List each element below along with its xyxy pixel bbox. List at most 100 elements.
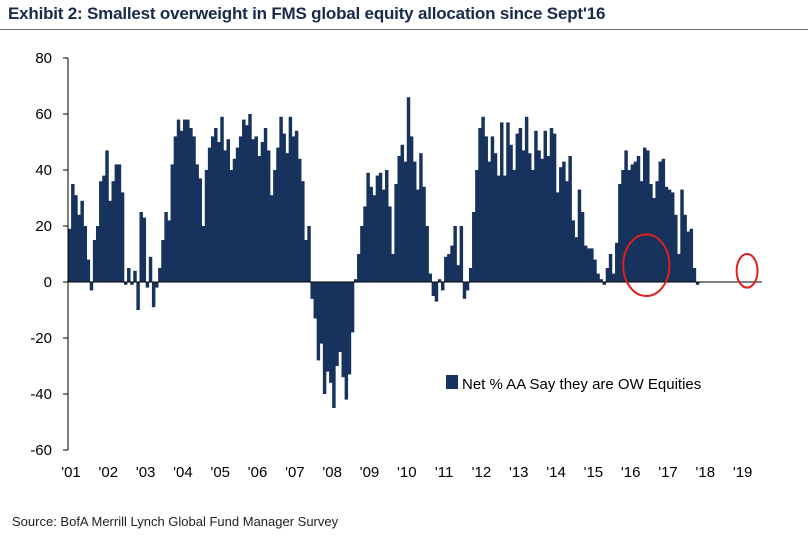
bar [335, 282, 339, 366]
bar [74, 195, 78, 282]
bar [319, 282, 324, 344]
bar [260, 142, 265, 282]
bar [270, 195, 274, 282]
bar [680, 189, 684, 282]
bar [397, 156, 401, 282]
x-tick-label: '02 [99, 464, 119, 481]
bar [68, 228, 72, 282]
bar [195, 164, 199, 282]
bar [509, 144, 513, 282]
bar [664, 186, 669, 282]
bar [602, 282, 607, 285]
bar [183, 119, 187, 282]
bar [375, 175, 380, 282]
y-tick-label: 0 [44, 274, 52, 291]
bar [120, 192, 125, 282]
bar [562, 161, 566, 282]
bar [77, 214, 81, 282]
chart-title: Exhibit 2: Smallest overweight in FMS gl… [8, 4, 606, 23]
x-tick-label: '10 [397, 464, 417, 481]
bar [537, 150, 541, 282]
x-tick-label: '14 [546, 464, 566, 481]
bar [639, 181, 644, 282]
bar [475, 170, 479, 282]
bar [316, 282, 321, 361]
bar [304, 240, 308, 282]
bar [381, 189, 386, 282]
bar [574, 237, 579, 282]
highlight-circle [622, 233, 671, 298]
bar [416, 189, 420, 282]
bar [524, 116, 529, 282]
bar [245, 125, 249, 282]
bar [528, 153, 532, 282]
bar [229, 170, 234, 282]
bar [291, 136, 296, 282]
bar [192, 136, 196, 282]
bar [692, 268, 697, 282]
bar [186, 119, 190, 282]
bar [552, 133, 557, 282]
bar [565, 181, 569, 282]
bar [481, 116, 485, 282]
bar [226, 139, 230, 282]
bar [444, 256, 448, 282]
bar [201, 226, 206, 282]
bar [649, 184, 653, 282]
bar [263, 128, 268, 282]
bar [484, 136, 488, 282]
bar [307, 226, 311, 282]
bar [385, 170, 389, 282]
x-tick-label: '07 [285, 464, 305, 481]
bar [111, 181, 115, 282]
x-tick-label: '18 [696, 464, 716, 481]
bar [341, 282, 345, 378]
bar [549, 128, 554, 282]
bar [409, 136, 414, 282]
bar [353, 279, 358, 282]
bar [546, 156, 551, 282]
x-tick-label: '05 [210, 464, 230, 481]
bar [344, 282, 349, 400]
bar [288, 116, 293, 282]
bar [518, 128, 523, 282]
bar [282, 133, 286, 282]
bar [540, 158, 544, 282]
bar [531, 170, 535, 282]
bar [615, 242, 619, 282]
bar [235, 147, 240, 282]
bar [661, 158, 666, 282]
bar [223, 150, 227, 282]
bar [515, 133, 520, 282]
bar [658, 161, 662, 282]
bar [437, 279, 442, 282]
bar [496, 175, 501, 282]
bar [161, 240, 165, 282]
bar [406, 97, 411, 282]
bar [512, 170, 516, 282]
bar [251, 139, 255, 282]
bar [453, 226, 457, 282]
bar [217, 142, 221, 282]
bar [276, 147, 280, 282]
bar [388, 206, 392, 282]
bar [493, 153, 498, 282]
bar [490, 136, 495, 282]
bar [360, 226, 364, 282]
bar [179, 130, 184, 282]
bar [117, 164, 122, 282]
bar [611, 273, 616, 282]
bar [468, 268, 473, 282]
bar [238, 136, 243, 282]
bar [655, 181, 659, 282]
bar [543, 130, 547, 282]
axes: 80 60 40 20 0 -20 -40 -60 '01 '02 '03 '04 '05 '06 '07 '… [30, 50, 762, 481]
bar [605, 268, 610, 282]
bar [670, 192, 675, 282]
y-tick-label: -20 [30, 330, 52, 347]
bar [155, 282, 159, 288]
x-tick-label: '16 [621, 464, 641, 481]
bar [322, 282, 327, 394]
annotations [622, 233, 759, 298]
x-tick-label: '19 [733, 464, 753, 481]
